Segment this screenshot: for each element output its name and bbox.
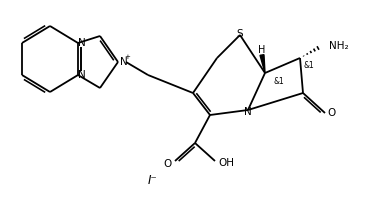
Text: &1: &1	[304, 62, 315, 71]
Text: I⁻: I⁻	[148, 174, 158, 187]
Text: NH₂: NH₂	[329, 41, 349, 51]
Text: N: N	[244, 107, 252, 117]
Text: O: O	[164, 159, 172, 169]
Text: +: +	[124, 54, 130, 60]
Text: H: H	[258, 45, 266, 55]
Text: OH: OH	[218, 158, 234, 168]
Text: N: N	[78, 70, 86, 80]
Polygon shape	[260, 55, 265, 73]
Text: &1: &1	[273, 76, 284, 85]
Text: O: O	[328, 108, 336, 118]
Text: S: S	[237, 29, 243, 39]
Text: N: N	[78, 38, 86, 48]
Text: N: N	[120, 57, 128, 67]
